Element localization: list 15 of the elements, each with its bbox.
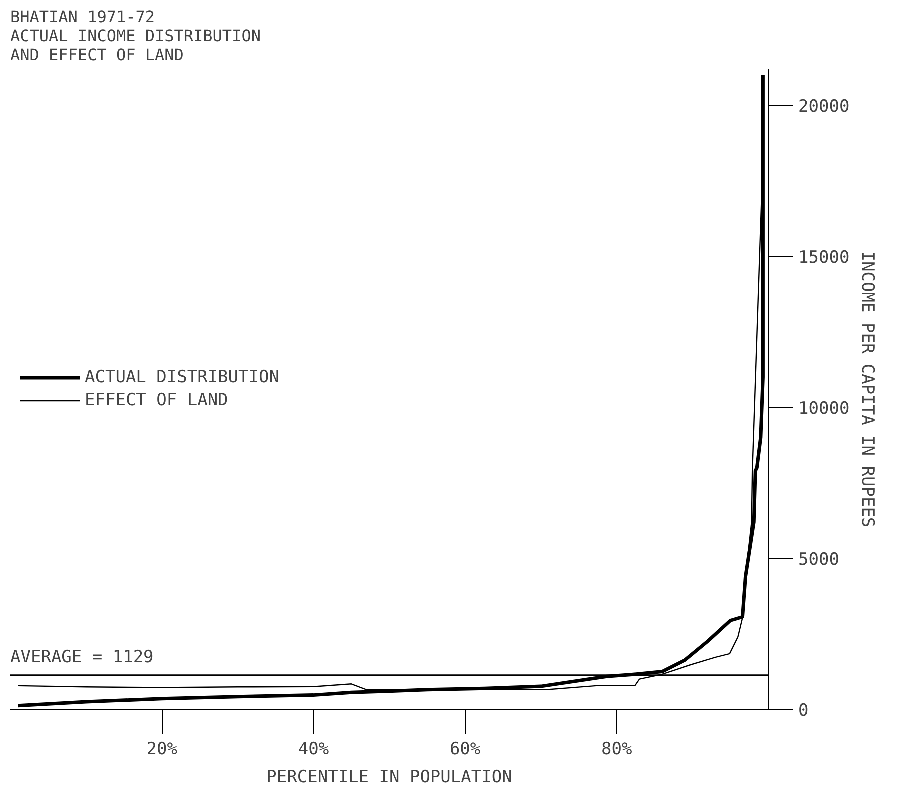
x-tick-label: 20% <box>146 740 178 760</box>
y-tick-label: 15000 <box>798 248 850 268</box>
y-tick-label: 10000 <box>798 399 850 420</box>
chart-title: BHATIAN 1971-72 ACTUAL INCOME DISTRIBUTION AND EFFECT OF LAND <box>10 8 261 64</box>
x-tick-label: 40% <box>298 740 330 760</box>
x-tick-label: 80% <box>602 740 632 760</box>
x-tick-label: 60% <box>450 740 481 760</box>
y-axis-title: INCOME PER CAPITA IN RUPEES <box>858 251 878 528</box>
y-tick-label: 0 <box>798 701 809 721</box>
legend-label: ACTUAL DISTRIBUTION <box>85 368 280 388</box>
ref-line-label: AVERAGE = 1129 <box>10 647 154 668</box>
legend-label: EFFECT OF LAND <box>85 390 228 410</box>
y-tick-label: 20000 <box>798 97 850 118</box>
x-axis-title: PERCENTILE IN POPULATION <box>266 768 512 788</box>
y-tick-label: 5000 <box>798 550 840 570</box>
